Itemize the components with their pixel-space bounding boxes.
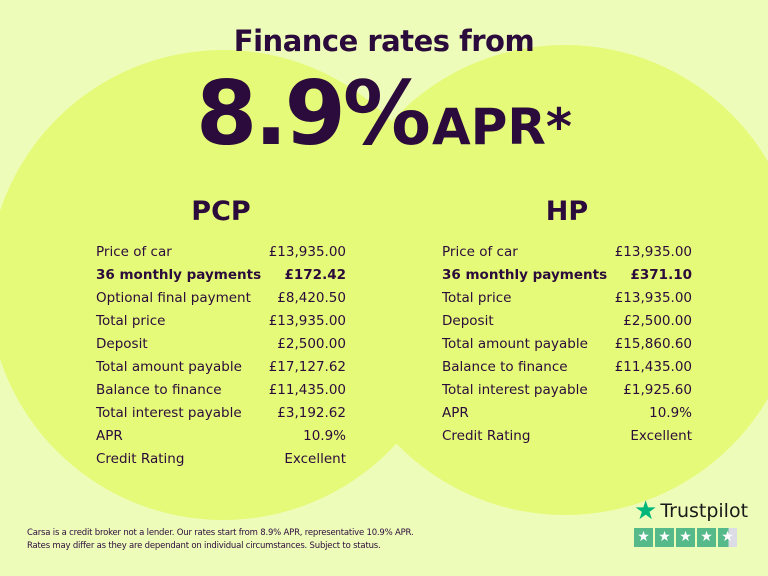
row-label: 36 monthly payments	[442, 267, 608, 283]
row-value: £13,935.00	[614, 290, 692, 306]
hp-panel: HP Price of car £13,935.00 36 monthly paym…	[442, 196, 692, 448]
disclaimer-line-2: Rates may differ as they are dependant o…	[27, 541, 381, 551]
pcp-heading: PCP	[191, 196, 251, 227]
row-label: 36 monthly payments	[96, 267, 262, 283]
row-label: Total price	[96, 313, 166, 329]
row-label: Total interest payable	[442, 382, 588, 398]
table-row: Total price £13,935.00	[442, 287, 692, 310]
row-value: £15,860.60	[614, 336, 692, 352]
row-value: Excellent	[630, 428, 692, 444]
rating-star-icon: ★	[697, 528, 716, 547]
decorative-circle-right	[330, 45, 768, 515]
rate-value: 8.9%	[195, 62, 431, 165]
headline-rate: 8.9%APR*	[0, 62, 768, 165]
row-label: Total amount payable	[442, 336, 588, 352]
row-label: Deposit	[442, 313, 494, 329]
row-label: APR	[96, 428, 123, 444]
row-label: Optional final payment	[96, 290, 251, 306]
row-value: £17,127.62	[268, 359, 346, 375]
pcp-panel: PCP Price of car £13,935.00 36 monthly pay…	[96, 196, 346, 471]
row-value: 10.9%	[303, 428, 346, 444]
table-row: Balance to finance £11,435.00	[96, 379, 346, 402]
table-row: Credit Rating Excellent	[96, 448, 346, 471]
table-row: Credit Rating Excellent	[442, 425, 692, 448]
table-row: Total price £13,935.00	[96, 310, 346, 333]
row-label: Balance to finance	[96, 382, 222, 398]
row-label: Price of car	[442, 244, 518, 260]
hp-heading: HP	[545, 196, 589, 227]
row-value: £11,435.00	[614, 359, 692, 375]
hp-table: Price of car £13,935.00 36 monthly payment…	[442, 241, 692, 448]
row-label: Price of car	[96, 244, 172, 260]
pcp-table: Price of car £13,935.00 36 monthly payment…	[96, 241, 346, 471]
rating-star-icon: ★	[655, 528, 674, 547]
trustpilot-name: Trustpilot	[660, 500, 749, 522]
disclaimer: Carsa is a credit broker not a lender. O…	[27, 527, 414, 553]
row-value: £371.10	[630, 267, 693, 283]
rating-star-icon: ★	[718, 528, 737, 547]
table-row: Optional final payment £8,420.50	[96, 287, 346, 310]
rating-star-icon: ★	[634, 528, 653, 547]
row-label: APR	[442, 405, 469, 421]
trustpilot-badge[interactable]: ★ Trustpilot ★ ★ ★ ★ ★	[634, 498, 748, 547]
table-row: Deposit £2,500.00	[442, 310, 692, 333]
table-row: Deposit £2,500.00	[96, 333, 346, 356]
table-row: 36 monthly payments £371.10	[442, 264, 692, 287]
table-row: Price of car £13,935.00	[442, 241, 692, 264]
row-value: £2,500.00	[623, 313, 692, 329]
row-value: 10.9%	[649, 405, 692, 421]
row-value: £3,192.62	[277, 405, 346, 421]
row-label: Credit Rating	[442, 428, 531, 444]
table-row: Total interest payable £3,192.62	[96, 402, 346, 425]
rate-apr-label: APR*	[432, 98, 573, 156]
table-row: 36 monthly payments £172.42	[96, 264, 346, 287]
table-row: Balance to finance £11,435.00	[442, 356, 692, 379]
rating-star-icon: ★	[676, 528, 695, 547]
row-value: £13,935.00	[268, 244, 346, 260]
row-value: £11,435.00	[268, 382, 346, 398]
disclaimer-line-1: Carsa is a credit broker not a lender. O…	[27, 528, 414, 538]
row-value: £13,935.00	[268, 313, 346, 329]
table-row: Price of car £13,935.00	[96, 241, 346, 264]
star-icon: ★	[634, 496, 658, 526]
table-row: Total interest payable £1,925.60	[442, 379, 692, 402]
trustpilot-logo: ★ Trustpilot	[634, 498, 748, 524]
row-value: £172.42	[284, 267, 347, 283]
table-row: Total amount payable £17,127.62	[96, 356, 346, 379]
row-label: Total interest payable	[96, 405, 242, 421]
row-value: Excellent	[284, 451, 346, 467]
row-label: Total price	[442, 290, 512, 306]
trustpilot-rating-stars: ★ ★ ★ ★ ★	[634, 528, 748, 547]
row-value: £2,500.00	[277, 336, 346, 352]
row-label: Credit Rating	[96, 451, 185, 467]
row-label: Total amount payable	[96, 359, 242, 375]
table-row: APR 10.9%	[442, 402, 692, 425]
row-value: £13,935.00	[614, 244, 692, 260]
headline-title: Finance rates from	[233, 24, 535, 58]
row-label: Deposit	[96, 336, 148, 352]
row-value: £8,420.50	[277, 290, 346, 306]
table-row: APR 10.9%	[96, 425, 346, 448]
row-value: £1,925.60	[623, 382, 692, 398]
table-row: Total amount payable £15,860.60	[442, 333, 692, 356]
row-label: Balance to finance	[442, 359, 568, 375]
